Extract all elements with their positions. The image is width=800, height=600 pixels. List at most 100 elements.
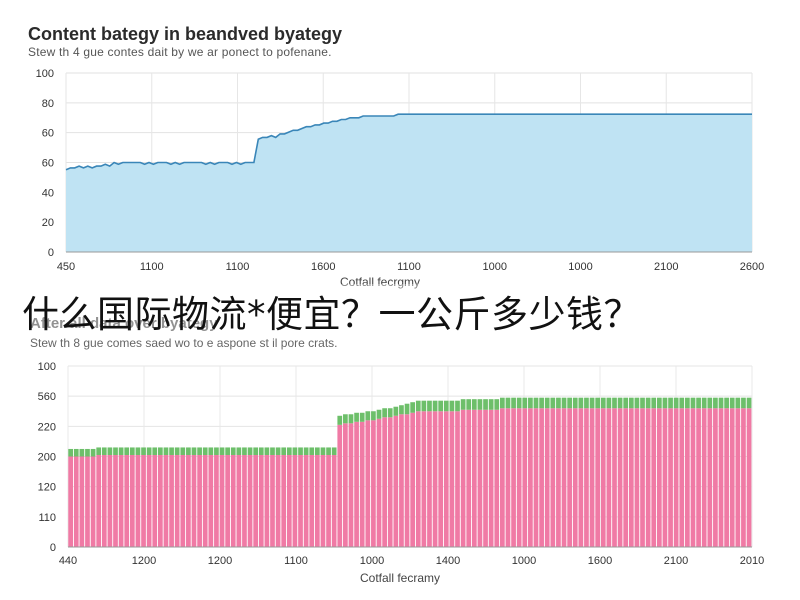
- chart2-bar-green: [303, 447, 309, 455]
- chart2-bar-green: [186, 447, 191, 455]
- chart1-xtick: 2100: [654, 261, 678, 273]
- chart2-ytick: 100: [38, 361, 56, 373]
- chart2-bar-green: [320, 447, 326, 455]
- chart2-bar-green: [707, 397, 713, 409]
- chart2-bar-green: [326, 447, 331, 455]
- chart2-bar-pink: [371, 420, 376, 547]
- chart2-bar-green: [595, 397, 601, 409]
- chart1-ytick: 40: [42, 187, 54, 199]
- chart2-ytick: 110: [38, 512, 56, 524]
- chart2-bar-green: [427, 400, 432, 412]
- chart2-bar-pink: [331, 454, 337, 547]
- chart2-bar-green: [404, 403, 410, 415]
- chart2-bar-green: [645, 397, 651, 409]
- chart2-bar-pink: [90, 456, 96, 547]
- chart2-bar-green: [163, 447, 169, 455]
- chart2-bar-green: [129, 447, 135, 455]
- chart2-bar-pink: [129, 454, 135, 547]
- chart2-bar-green: [449, 400, 455, 412]
- chart2-xtick: 1200: [132, 555, 156, 567]
- chart2-bar-pink: [202, 454, 208, 547]
- chart2-bar-pink: [309, 454, 315, 547]
- chart2-bar-pink: [68, 456, 74, 547]
- chart2-bar-green: [584, 397, 589, 409]
- chart2-bar-pink: [460, 409, 466, 547]
- chart2-bar-pink: [729, 408, 735, 547]
- chart2-bar-green: [522, 397, 528, 409]
- chart2-bar-green: [617, 397, 623, 409]
- chart2-bar-green: [146, 447, 152, 455]
- chart2-bar-pink: [236, 454, 242, 547]
- chart2-bar-green: [208, 447, 214, 455]
- chart2-bar-green: [113, 447, 118, 455]
- chart2-bar-pink: [387, 417, 393, 547]
- chart2-plot: 0 110 120 200 220 560 100 440 1200 1200 1100 1000 14…: [38, 361, 765, 567]
- chart2-bar-pink: [449, 411, 455, 547]
- chart2-bar-green: [90, 448, 96, 457]
- chart2-xtick: 1000: [360, 555, 384, 567]
- chart2-bar-green: [197, 447, 202, 455]
- chart2-bar-green: [550, 397, 556, 409]
- chart2-bar-pink: [292, 454, 298, 547]
- chart2-ytick: 200: [38, 452, 56, 464]
- chart2-bar-pink: [522, 408, 528, 547]
- chart2-ytick: 220: [38, 421, 56, 433]
- chart2-title: After all data over byategy: [30, 315, 218, 332]
- chart2-bar-green: [679, 397, 685, 409]
- chart2-bar-pink: [589, 408, 595, 547]
- chart2-bar-green: [253, 447, 259, 455]
- chart2-bar-green: [589, 397, 595, 409]
- chart2-bar-pink: [404, 414, 410, 547]
- chart2-bar-pink: [303, 454, 309, 547]
- chart2-bar-pink: [617, 408, 623, 547]
- chart2-bar-green: [354, 412, 359, 422]
- chart2-bar-pink: [595, 408, 601, 547]
- chart2-bar-pink: [432, 411, 438, 547]
- chart2-bar-pink: [158, 454, 163, 547]
- chart2-bar-pink: [466, 409, 472, 547]
- chart2-bar-green: [124, 447, 130, 455]
- chart2-bar-pink: [348, 423, 354, 547]
- chart2-bar-green: [101, 447, 107, 455]
- chart2-bar-pink: [186, 454, 191, 547]
- chart1-xtick: 1100: [397, 261, 421, 273]
- chart2-bar-pink: [539, 408, 544, 547]
- chart2-ytick: 560: [38, 391, 56, 403]
- chart2-bar-green: [202, 447, 208, 455]
- chart2-bar-pink: [225, 454, 230, 547]
- chart2-bar-pink: [438, 411, 444, 547]
- chart1-ytick: 60: [42, 158, 54, 170]
- chart1-ytick: 60: [42, 128, 54, 140]
- chart2-bar-pink: [163, 454, 169, 547]
- chart2-xtick: 1600: [588, 555, 612, 567]
- chart2-bar-green: [225, 447, 230, 455]
- chart2-bar-green: [471, 399, 477, 410]
- chart2-bar-pink: [191, 454, 197, 547]
- chart2-xtick: 2100: [664, 555, 688, 567]
- chart2-bar-green: [500, 397, 505, 409]
- chart2-bar-green: [466, 399, 472, 410]
- chart2-bar-green: [343, 414, 348, 424]
- chart2-bar-green: [516, 397, 522, 409]
- chart2-bar-pink: [634, 408, 640, 547]
- chart2-bar-pink: [343, 423, 348, 547]
- chart2-bar-pink: [79, 456, 85, 547]
- chart2-bar-pink: [511, 408, 516, 547]
- chart2-bar-pink: [264, 454, 270, 547]
- chart2-bar-pink: [556, 408, 561, 547]
- chart1-xtick: 1100: [226, 261, 250, 273]
- chart2-bar-green: [152, 447, 158, 455]
- chart2-bar-pink: [337, 424, 343, 547]
- chart2-xlabel: Cotfall fecramy: [360, 571, 440, 585]
- chart2-bar-green: [180, 447, 186, 455]
- chart2-bar-green: [169, 447, 174, 455]
- chart2-bar-pink: [427, 411, 432, 547]
- chart2-bar-green: [79, 448, 85, 457]
- chart2-bar-pink: [567, 408, 572, 547]
- chart2-bar-pink: [679, 408, 685, 547]
- chart2-bar-green: [567, 397, 572, 409]
- chart2-bar-pink: [443, 411, 449, 547]
- chart2-bar-pink: [421, 411, 427, 547]
- chart2-bar-pink: [673, 408, 679, 547]
- chart2-bar-green: [634, 397, 640, 409]
